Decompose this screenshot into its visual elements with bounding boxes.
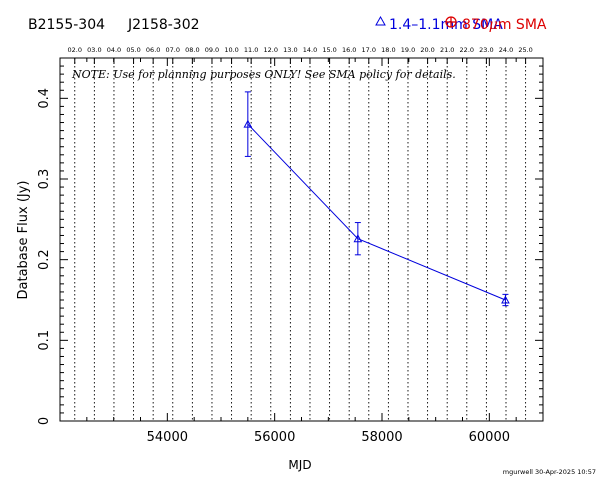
top-axis-tick-label: 11.0 (244, 46, 258, 54)
x-tick-label: 58000 (361, 430, 402, 445)
x-tick-label: 56000 (254, 430, 295, 445)
data-point (501, 295, 510, 304)
top-axis-tick-label: 09.0 (205, 46, 219, 54)
top-axis-tick-label: 10.0 (224, 46, 238, 54)
x-tick-label: 60000 (469, 430, 510, 445)
top-axis-tick-label: 16.0 (342, 46, 356, 54)
y-tick-label: 0 (37, 417, 52, 425)
top-axis-tick-label: 17.0 (362, 46, 376, 54)
x-tick-label: 54000 (147, 430, 188, 445)
top-axis-tick-label: 18.0 (381, 46, 395, 54)
top-axis-tick-label: 04.0 (107, 46, 121, 54)
top-axis-tick-label: 25.0 (518, 46, 532, 54)
source-name: B2155-304 (28, 17, 105, 33)
top-axis-tick-label: 22.0 (460, 46, 474, 54)
top-axis-tick-label: 03.0 (87, 46, 101, 54)
legend-band2-label: 870μm SMA (462, 17, 547, 33)
series-band1 (243, 91, 510, 307)
triangle-icon (375, 15, 386, 26)
x-axis-label: MJD (288, 458, 311, 472)
circle-plus-icon (445, 16, 457, 28)
top-axis-tick-label: 06.0 (146, 46, 160, 54)
top-axis-tick-label: 14.0 (303, 46, 317, 54)
alt-name: J2158-302 (127, 17, 200, 33)
top-date-axis: 02.0 03.0 04.0 05.0 06.0 07.0 08.0 09.0 10.0 11.0… (68, 46, 533, 64)
planning-note: NOTE: Use for planning purposes ONLY! Se… (71, 68, 456, 81)
y-axis-label: Database Flux (Jy) (16, 181, 31, 300)
legend-band2: 870μm SMA (445, 16, 547, 33)
date-gridlines (74, 58, 527, 421)
footer-stamp: mgurwell 30-Apr-2025 10:57 (503, 468, 596, 476)
plot-frame (59, 57, 544, 422)
y-tick-label: 0.2 (37, 249, 52, 270)
y-tick-label: 0.4 (37, 88, 52, 109)
top-axis-tick-label: 02.0 (68, 46, 82, 54)
top-axis-tick-label: 08.0 (185, 46, 199, 54)
x-axis: 54000 56000 58000 60000 (59, 58, 544, 445)
data-point (353, 234, 363, 243)
top-axis-tick-label: 12.0 (264, 46, 278, 54)
top-axis-tick-label: 23.0 (479, 46, 493, 54)
y-axis: 0 0.1 0.2 0.3 0.4 (37, 57, 543, 425)
top-axis-tick-label: 19.0 (401, 46, 415, 54)
top-axis-tick-label: 13.0 (283, 46, 297, 54)
top-axis-tick-label: 24.0 (499, 46, 513, 54)
top-axis-tick-label: 07.0 (166, 46, 180, 54)
y-tick-label: 0.3 (37, 169, 52, 190)
top-axis-tick-label: 05.0 (126, 46, 140, 54)
top-axis-tick-label: 15.0 (322, 46, 336, 54)
legend-band1: 1.4–1.1mm SMA (375, 15, 503, 33)
top-axis-tick-label: 21.0 (440, 46, 454, 54)
top-axis-tick-label: 20.0 (420, 46, 434, 54)
data-point (243, 119, 253, 128)
legend-band1-label: 1.4–1.1mm SMA (389, 17, 503, 33)
y-tick-label: 0.1 (37, 330, 52, 351)
